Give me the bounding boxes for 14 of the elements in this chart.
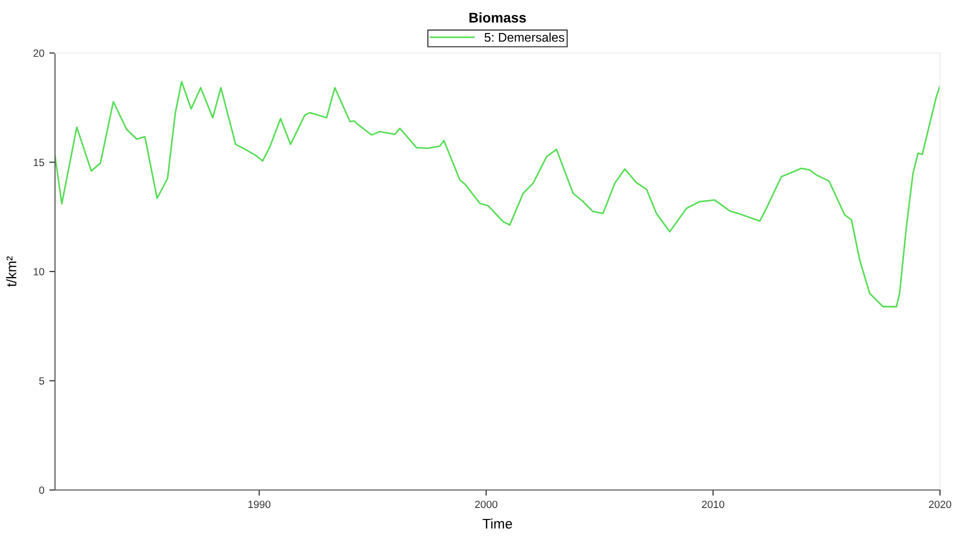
y-tick-label: 5 [39, 377, 44, 385]
y-axis-title: t/km² [6, 256, 16, 287]
y-tick-label: 20 [34, 50, 44, 57]
legend-label: 5: Demersales [484, 32, 564, 42]
x-axis-title: Time [482, 518, 512, 529]
y-tick-label: 10 [34, 268, 44, 276]
chart-title: Biomass [469, 12, 526, 23]
y-tick-label: 0 [39, 486, 44, 494]
line-series [55, 80, 940, 308]
x-tick-label: 2020 [928, 500, 952, 508]
y-tick-label: 15 [34, 158, 44, 166]
x-tick-label: 1990 [248, 500, 270, 508]
x-tick-label: 2010 [702, 500, 724, 508]
x-tick-label: 2000 [475, 500, 498, 508]
